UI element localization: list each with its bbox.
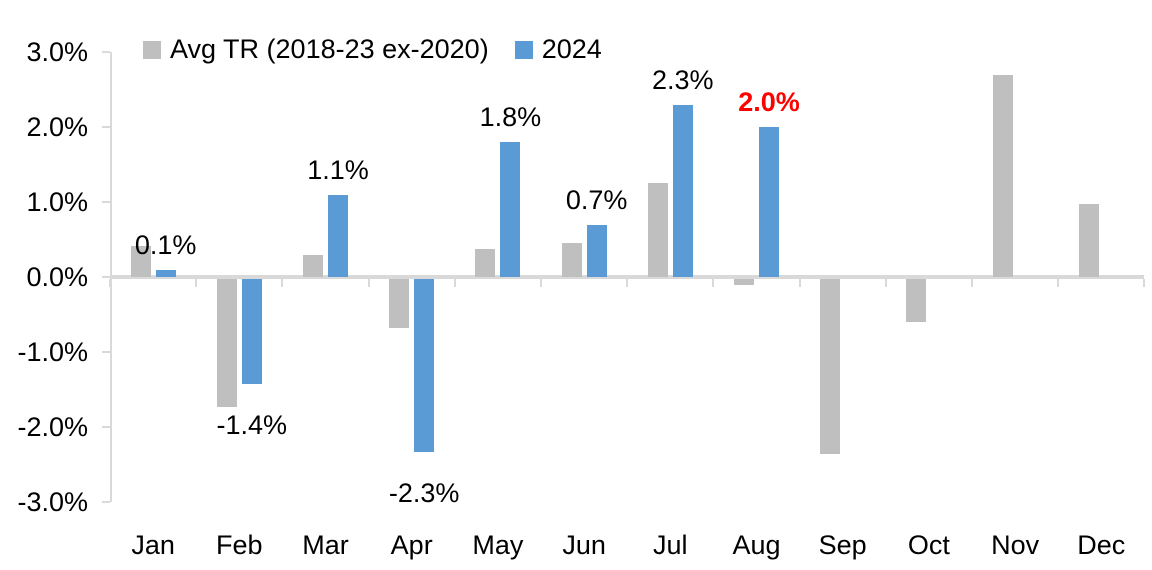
bar-2024-feb	[241, 279, 262, 384]
data-label-may: 1.8%	[479, 102, 542, 132]
bar-2024-jan	[155, 269, 176, 277]
x-axis-label-nov: Nov	[991, 530, 1040, 560]
x-axis-label-may: May	[472, 530, 524, 560]
bar-avg-tr-may	[475, 248, 496, 277]
bar-2024-jul	[672, 104, 693, 277]
bar-avg-tr-oct	[906, 279, 927, 322]
x-axis-tick	[195, 279, 198, 287]
y-axis-label: -3.0%	[17, 487, 88, 517]
bar-avg-tr-dec	[1078, 204, 1099, 277]
data-label-jun: 0.7%	[565, 184, 628, 215]
x-axis-tick	[971, 279, 973, 287]
x-axis-tick	[1057, 279, 1060, 287]
bar-2024-jun	[586, 224, 607, 277]
x-axis-tick	[798, 279, 801, 287]
bar-avg-tr-mar	[303, 254, 323, 277]
y-axis-tick	[102, 426, 110, 428]
legend-item-2024: 2024	[514, 34, 602, 64]
y-axis-label: 2.0%	[26, 112, 88, 142]
x-axis-tick	[281, 279, 284, 287]
y-axis-tick	[102, 276, 110, 278]
y-axis-label: -2.0%	[17, 412, 88, 442]
bar-2024-mar	[328, 194, 348, 277]
data-label-apr: -2.3%	[388, 477, 460, 508]
bar-avg-tr-apr	[389, 279, 410, 328]
x-axis-tick	[540, 279, 542, 287]
data-label-mar: 1.1%	[307, 154, 369, 185]
x-axis-tick	[712, 279, 715, 287]
y-axis-label: 3.0%	[26, 37, 88, 67]
bar-avg-tr-aug	[734, 279, 754, 285]
x-axis-label-feb: Feb	[216, 530, 263, 560]
bar-2024-apr	[414, 279, 435, 452]
legend-swatch-2024	[514, 40, 533, 59]
x-axis-tick	[1143, 279, 1146, 287]
x-axis-label-mar: Mar	[302, 530, 349, 560]
bar-2024-aug	[759, 127, 779, 277]
x-axis-tick	[109, 279, 111, 287]
y-axis-label: -1.0%	[17, 337, 88, 367]
x-axis-tick	[453, 279, 456, 287]
legend-item-avg-tr: Avg TR (2018-23 ex-2020)	[143, 36, 489, 63]
x-axis-label-jun: Jun	[562, 530, 606, 560]
bar-avg-tr-sep	[820, 279, 841, 454]
bar-avg-tr-feb	[216, 279, 237, 407]
y-axis-tick	[102, 201, 110, 203]
y-axis-label: 0.0%	[26, 262, 88, 292]
bar-2024-may	[500, 142, 521, 277]
x-axis-line	[110, 275, 1145, 279]
bar-avg-tr-jan	[130, 245, 151, 277]
legend-swatch-avg-tr	[143, 40, 161, 59]
legend-label-2024: 2024	[541, 34, 602, 64]
x-axis-label-sep: Sep	[818, 530, 867, 560]
y-axis-tick	[102, 51, 110, 53]
x-axis-label-apr: Apr	[390, 530, 433, 560]
bar-avg-tr-nov	[992, 74, 1013, 277]
x-axis-label-jul: Jul	[653, 530, 688, 560]
data-label-jul: 2.3%	[652, 64, 714, 95]
data-label-aug: 2.0%	[738, 87, 800, 117]
x-axis-label-dec: Dec	[1077, 530, 1126, 560]
x-axis-label-oct: Oct	[907, 530, 950, 560]
x-axis-tick	[884, 279, 887, 287]
bar-avg-tr-jun	[561, 243, 582, 277]
data-label-jan: 0.1%	[134, 229, 197, 260]
y-axis-tick	[102, 351, 110, 353]
data-label-feb: -1.4%	[216, 410, 288, 440]
x-axis-label-jan: Jan	[131, 530, 175, 560]
x-axis-tick	[367, 279, 370, 287]
y-axis-label: 1.0%	[26, 187, 88, 217]
y-axis-tick	[102, 501, 110, 503]
x-axis-tick	[626, 279, 629, 287]
x-axis-label-aug: Aug	[732, 530, 781, 560]
y-axis-tick	[102, 126, 110, 128]
chart-legend: Avg TR (2018-23 ex-2020) 2024	[143, 36, 602, 63]
legend-label-avg-tr: Avg TR (2018-23 ex-2020)	[170, 34, 489, 64]
bar-avg-tr-jul	[647, 183, 668, 277]
